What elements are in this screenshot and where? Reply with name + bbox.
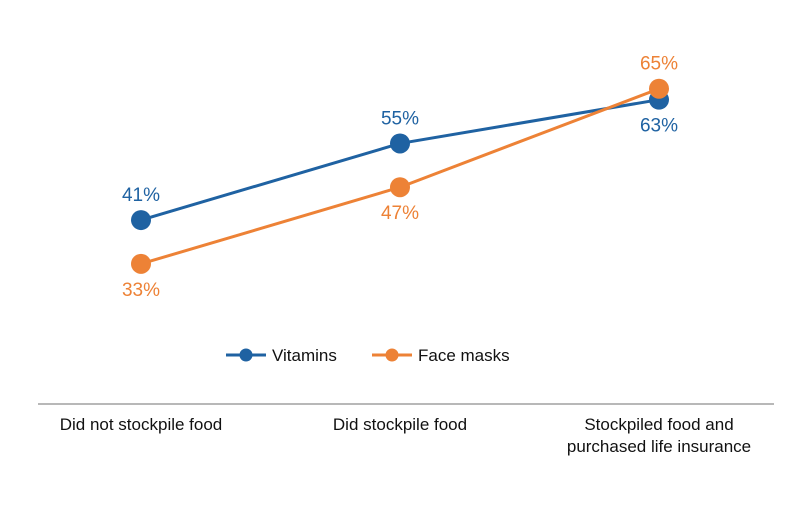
- legend: Vitamins Face masks: [226, 346, 510, 365]
- data-point: [649, 78, 669, 99]
- data-point: [390, 177, 410, 198]
- legend-item: Vitamins: [226, 346, 337, 365]
- legend-label: Face masks: [418, 346, 510, 365]
- data-label: 63%: [640, 116, 678, 137]
- data-point: [131, 253, 151, 274]
- category-label-line: Stockpiled food and: [584, 415, 733, 434]
- category-label-line: Did stockpile food: [333, 415, 467, 434]
- data-point: [131, 210, 151, 231]
- category-label: Did not stockpile food: [60, 415, 223, 434]
- data-label: 65%: [640, 54, 678, 75]
- legend-swatch-marker: [239, 348, 253, 362]
- category-label: Did stockpile food: [333, 415, 467, 434]
- data-label: 55%: [381, 108, 419, 129]
- data-label: 47%: [381, 203, 419, 224]
- legend-item: Face masks: [372, 346, 510, 365]
- category-label-line: Did not stockpile food: [60, 415, 223, 434]
- series-vitamins: 41% 55% 63%: [122, 89, 678, 231]
- data-label: 41%: [122, 185, 160, 206]
- series-face-masks: 33% 47% 65%: [122, 54, 678, 301]
- category-label: Stockpiled food and purchased life insura…: [567, 415, 751, 456]
- category-label-line: purchased life insurance: [567, 437, 751, 456]
- legend-label: Vitamins: [272, 346, 337, 365]
- legend-swatch-marker: [385, 348, 399, 362]
- category-axis: Did not stockpile food Did stockpile food…: [60, 415, 751, 456]
- series-layer: 41% 55% 63% 33% 47% 65%: [122, 54, 678, 301]
- data-point: [390, 133, 410, 154]
- data-label: 33%: [122, 280, 160, 301]
